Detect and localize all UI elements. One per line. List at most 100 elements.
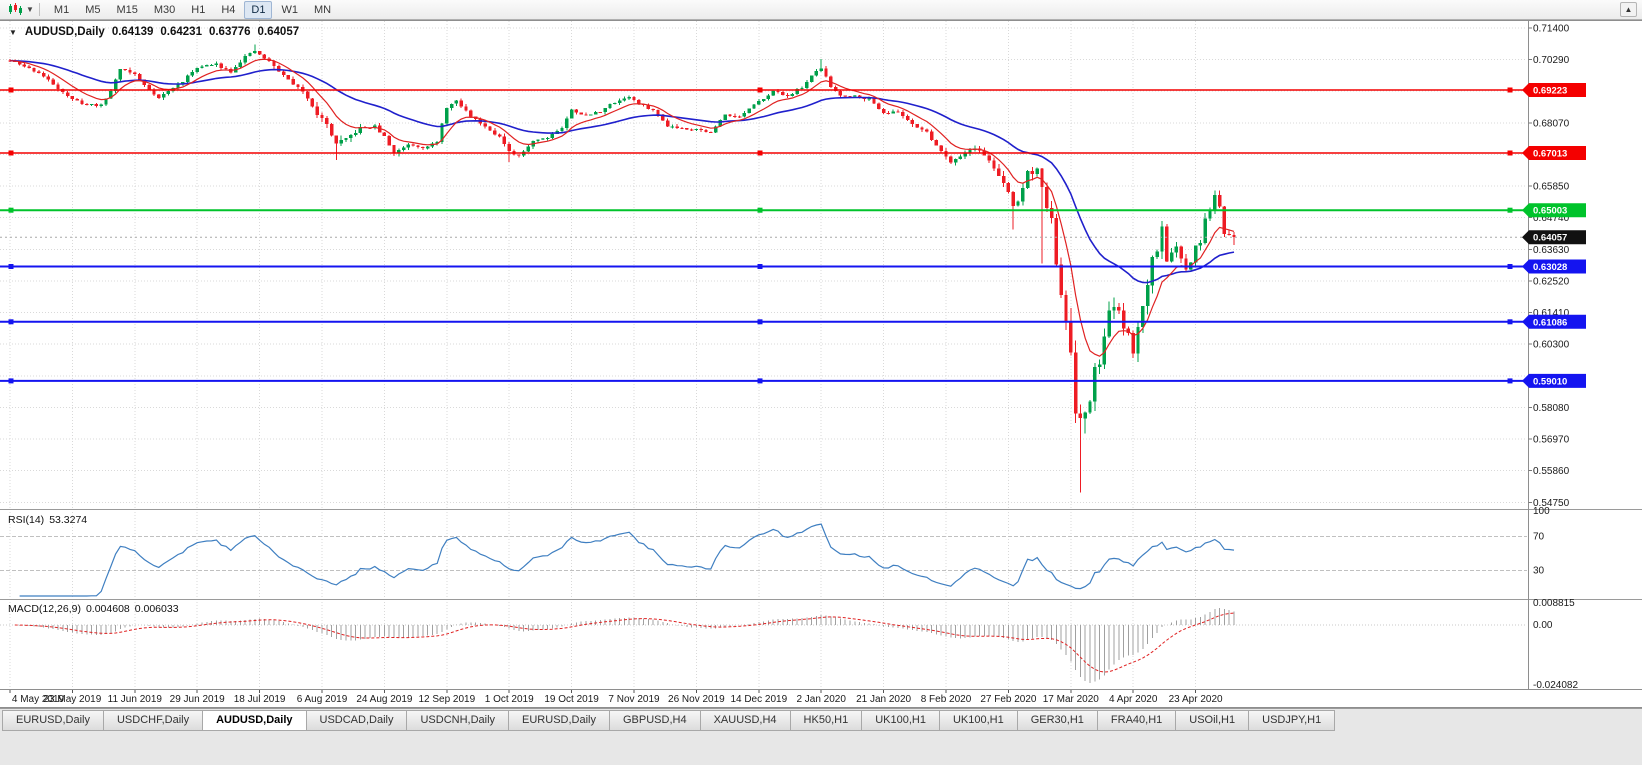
svg-text:0.63630: 0.63630 (1533, 245, 1570, 256)
chart-window-border (0, 20, 1642, 708)
tab-usdchf-daily[interactable]: USDCHF,Daily (102, 710, 204, 731)
tab-xauusd-h4[interactable]: XAUUSD,H4 (699, 710, 791, 731)
svg-text:6 Aug 2019: 6 Aug 2019 (297, 694, 348, 705)
price-badge-0-65003: 0.65003 (1522, 203, 1586, 218)
macd-value: 0.004608 (85, 603, 130, 615)
tab-ger30-h1[interactable]: GER30,H1 (1016, 710, 1098, 731)
svg-text:0.70290: 0.70290 (1533, 55, 1570, 66)
svg-text:0.64057: 0.64057 (1533, 233, 1567, 244)
rsi-indicator-label: RSI(14) 53.3274 (8, 514, 92, 526)
tab-usdcad-daily[interactable]: USDCAD,Daily (305, 710, 408, 731)
svg-text:7 Nov 2019: 7 Nov 2019 (608, 694, 660, 705)
tab-fra40-h1[interactable]: FRA40,H1 (1096, 710, 1177, 731)
timeframe-buttons: M1 M5 M15 M30 H1 H4 D1 W1 MN (46, 0, 339, 19)
svg-text:0.64740: 0.64740 (1533, 213, 1570, 224)
tab-audusd-daily[interactable]: AUDUSD,Daily (202, 710, 307, 731)
svg-text:23 May 2019: 23 May 2019 (43, 694, 101, 705)
panel-separator[interactable] (0, 509, 1642, 601)
svg-text:0.65850: 0.65850 (1533, 182, 1570, 193)
svg-text:100: 100 (1533, 506, 1550, 517)
svg-text:23 Apr 2020: 23 Apr 2020 (1169, 694, 1223, 705)
svg-text:11 Jun 2019: 11 Jun 2019 (108, 694, 163, 705)
level-line-0-61086[interactable] (0, 319, 1527, 325)
price-axis[interactable]: 0.71400 0.70290 0.68070 0.65850 0.64740 0.636… (1528, 24, 1570, 509)
svg-text:0.54750: 0.54750 (1533, 498, 1570, 509)
tab-hk50-h1[interactable]: HK50,H1 (789, 710, 863, 731)
svg-text:17 Mar 2020: 17 Mar 2020 (1043, 694, 1100, 705)
svg-text:30: 30 (1533, 566, 1545, 577)
ohlc-low: 0.63776 (208, 26, 251, 38)
svg-text:0.61410: 0.61410 (1533, 308, 1570, 319)
timeframe-m15-button[interactable]: M15 (116, 3, 138, 16)
tab-gbpusd-h4[interactable]: GBPUSD,H4 (609, 710, 701, 731)
macd-axis: 0.008815 0.00 -0.024082 (1533, 598, 1578, 691)
timeframe-m1-button[interactable]: M1 (53, 3, 70, 16)
svg-text:0.65003: 0.65003 (1533, 206, 1567, 217)
rsi-line (19, 523, 1235, 597)
chart-type-dropdown-icon[interactable]: ▼ (26, 5, 34, 14)
timeframe-h4-button[interactable]: H4 (221, 3, 236, 16)
svg-text:0.61086: 0.61086 (1533, 317, 1567, 328)
svg-text:1 Oct 2019: 1 Oct 2019 (485, 694, 534, 705)
timeframe-h1-button[interactable]: H1 (191, 3, 206, 16)
svg-text:14 Dec 2019: 14 Dec 2019 (730, 694, 787, 705)
svg-text:29 Jun 2019: 29 Jun 2019 (170, 694, 225, 705)
svg-text:8 Feb 2020: 8 Feb 2020 (921, 694, 972, 705)
svg-text:4 May 2019: 4 May 2019 (12, 694, 65, 705)
rsi-value: 53.3274 (49, 514, 88, 526)
symbol-title: AUDUSD,Daily (24, 26, 105, 38)
macd-panel (0, 607, 1527, 684)
macd-name: MACD(12,26,9) (8, 603, 81, 615)
current-price-badge: 0.64057 (1522, 230, 1586, 245)
tab-usoil-h1[interactable]: USOil,H1 (1175, 710, 1250, 731)
timeframe-mn-button[interactable]: MN (313, 3, 332, 16)
svg-text:0.63028: 0.63028 (1533, 262, 1567, 273)
ma-fast-line (9, 58, 1235, 357)
tab-eurusd-daily[interactable]: EURUSD,Daily (508, 710, 610, 731)
level-line-0-65003[interactable] (0, 207, 1527, 213)
svg-text:18 Jul 2019: 18 Jul 2019 (234, 694, 286, 705)
svg-text:4 Apr 2020: 4 Apr 2020 (1109, 694, 1158, 705)
svg-text:0.69223: 0.69223 (1533, 86, 1567, 97)
candlesticks (8, 44, 1236, 493)
svg-text:19 Oct 2019: 19 Oct 2019 (544, 694, 599, 705)
rsi-name: RSI(14) (8, 514, 45, 526)
price-badge-0-69223: 0.69223 (1522, 83, 1586, 97)
tab-uk100-h1[interactable]: UK100,H1 (861, 710, 940, 731)
timeframe-d1-button[interactable]: D1 (244, 0, 273, 19)
svg-text:0.71400: 0.71400 (1533, 24, 1570, 35)
svg-text:0.68070: 0.68070 (1533, 118, 1570, 129)
toolbar-overflow-button[interactable]: ▲ (1620, 2, 1637, 17)
chart-tabbar: EURUSD,Daily USDCHF,Daily AUDUSD,Daily USDC… (0, 708, 1642, 765)
chart-type-icon[interactable] (4, 2, 26, 18)
svg-text:0.55860: 0.55860 (1533, 466, 1570, 477)
svg-text:0.59010: 0.59010 (1533, 376, 1567, 387)
level-line-0-59010[interactable] (0, 378, 1527, 384)
tab-uk100-h1[interactable]: UK100,H1 (938, 710, 1018, 731)
level-line-0-63028[interactable] (0, 264, 1527, 269)
macd-indicator-label: MACD(12,26,9) 0.004608 0.006033 (8, 603, 184, 615)
svg-text:0.67013: 0.67013 (1533, 149, 1567, 160)
svg-text:21 Jan 2020: 21 Jan 2020 (856, 694, 911, 705)
svg-text:0.58080: 0.58080 (1533, 403, 1570, 414)
tab-usdjpy-h1[interactable]: USDJPY,H1 (1248, 710, 1336, 731)
timeframe-w1-button[interactable]: W1 (281, 3, 298, 16)
tab-eurusd-daily[interactable]: EURUSD,Daily (2, 710, 104, 731)
price-badge-0-61086: 0.61086 (1522, 314, 1586, 329)
svg-text:27 Feb 2020: 27 Feb 2020 (980, 694, 1037, 705)
timeframe-m30-button[interactable]: M30 (153, 3, 176, 16)
rsi-panel (0, 523, 1527, 597)
one-click-trading-toggle[interactable]: ▼ (9, 27, 17, 37)
ohlc-high: 0.64231 (160, 26, 202, 38)
svg-text:0.62520: 0.62520 (1533, 277, 1570, 288)
tab-usdcnh-daily[interactable]: USDCNH,Daily (406, 710, 510, 731)
toolbar-separator (38, 3, 40, 16)
price-badge-0-63028: 0.63028 (1522, 259, 1586, 274)
svg-text:70: 70 (1533, 532, 1545, 543)
level-line-0-67013[interactable] (0, 150, 1527, 156)
timeframe-m5-button[interactable]: M5 (85, 3, 101, 16)
level-line-0-69223[interactable] (0, 87, 1527, 93)
